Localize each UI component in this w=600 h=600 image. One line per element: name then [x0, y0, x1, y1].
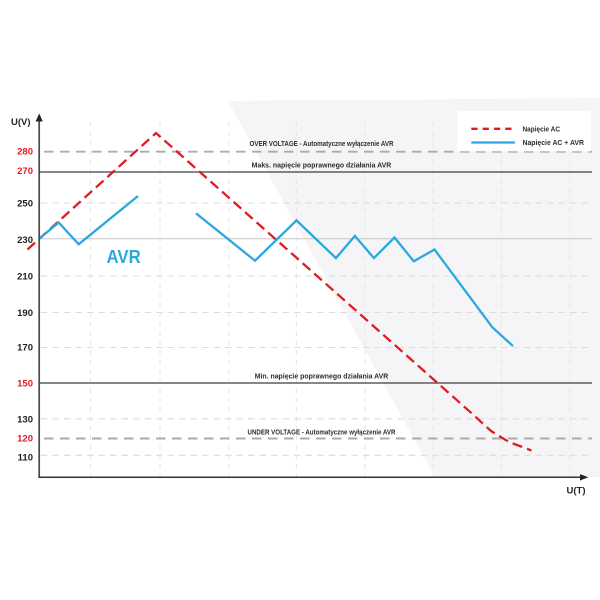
svg-text:210: 210	[17, 271, 33, 282]
svg-text:230: 230	[17, 235, 33, 246]
svg-text:110: 110	[18, 453, 33, 464]
svg-text:AVR: AVR	[107, 247, 141, 267]
svg-text:Napięcie AC: Napięcie AC	[523, 124, 561, 133]
svg-text:150: 150	[17, 379, 33, 390]
svg-text:280: 280	[17, 147, 33, 158]
svg-text:130: 130	[17, 415, 33, 426]
svg-text:OVER VOLTAGE - Automatyczne wy: OVER VOLTAGE - Automatyczne wyłączenie A…	[250, 139, 395, 148]
svg-text:U(T): U(T)	[567, 486, 586, 497]
svg-text:U(V): U(V)	[11, 117, 31, 128]
svg-text:190: 190	[17, 308, 33, 319]
svg-text:Maks. napięcie poprawnego dzia: Maks. napięcie poprawnego działania AVR	[252, 160, 392, 169]
svg-text:170: 170	[17, 343, 33, 354]
svg-text:Napięcie AC + AVR: Napięcie AC + AVR	[523, 138, 585, 147]
svg-text:270: 270	[17, 166, 33, 177]
svg-text:120: 120	[17, 433, 33, 444]
svg-text:UNDER VOLTAGE - Automatyczne w: UNDER VOLTAGE - Automatyczne wyłączenie …	[248, 427, 397, 436]
svg-text:Min. napięcie poprawnego dział: Min. napięcie poprawnego działania AVR	[255, 371, 389, 380]
svg-text:250: 250	[17, 199, 33, 210]
